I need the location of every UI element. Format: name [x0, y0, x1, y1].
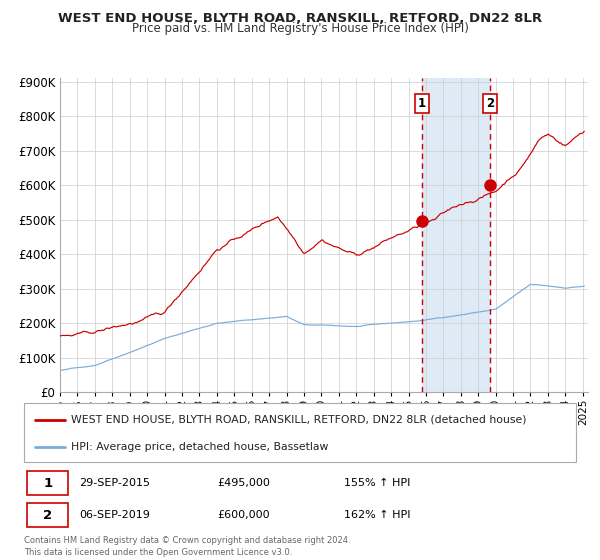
Text: 06-SEP-2019: 06-SEP-2019	[79, 510, 150, 520]
FancyBboxPatch shape	[27, 503, 68, 528]
Text: 2: 2	[43, 508, 52, 522]
Text: £600,000: £600,000	[217, 510, 270, 520]
Text: WEST END HOUSE, BLYTH ROAD, RANSKILL, RETFORD, DN22 8LR (detached house): WEST END HOUSE, BLYTH ROAD, RANSKILL, RE…	[71, 414, 526, 424]
Text: 162% ↑ HPI: 162% ↑ HPI	[344, 510, 410, 520]
Text: 1: 1	[418, 97, 425, 110]
Text: 155% ↑ HPI: 155% ↑ HPI	[344, 478, 410, 488]
Text: 1: 1	[43, 477, 52, 489]
Text: 2: 2	[486, 97, 494, 110]
FancyBboxPatch shape	[27, 471, 68, 495]
Text: Contains HM Land Registry data © Crown copyright and database right 2024.
This d: Contains HM Land Registry data © Crown c…	[24, 536, 350, 557]
Text: HPI: Average price, detached house, Bassetlaw: HPI: Average price, detached house, Bass…	[71, 442, 328, 452]
Bar	[422, 78, 490, 392]
Text: Price paid vs. HM Land Registry's House Price Index (HPI): Price paid vs. HM Land Registry's House …	[131, 22, 469, 35]
Text: £495,000: £495,000	[217, 478, 270, 488]
Text: 29-SEP-2015: 29-SEP-2015	[79, 478, 150, 488]
FancyBboxPatch shape	[24, 403, 576, 462]
Text: WEST END HOUSE, BLYTH ROAD, RANSKILL, RETFORD, DN22 8LR: WEST END HOUSE, BLYTH ROAD, RANSKILL, RE…	[58, 12, 542, 25]
